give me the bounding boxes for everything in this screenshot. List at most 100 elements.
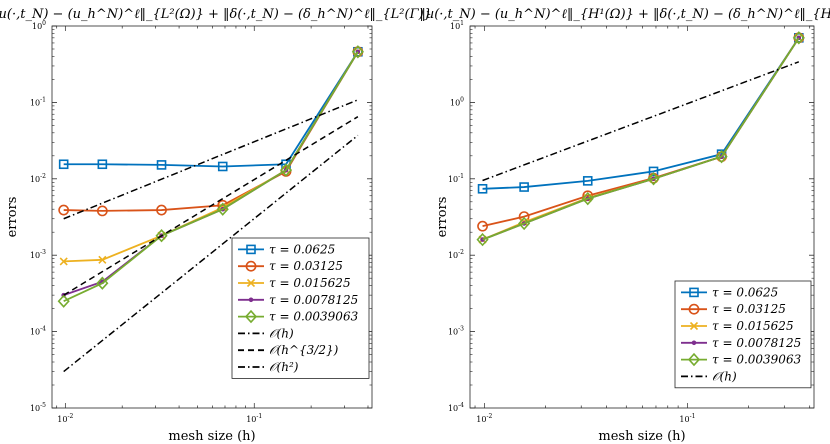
series [63,116,359,296]
y-tick-label: 10-4 [448,402,464,413]
y-tick-label: 10-5 [30,402,46,413]
series [63,99,359,220]
y-tick-exponent: 1 [460,20,464,27]
series-line [63,116,359,296]
y-tick-label: 10-3 [448,326,464,337]
series-line [63,134,359,373]
chart-title-left: ‖u(·,t_N) − (u_h^N)^ℓ‖_{L²(Ω)} + ‖δ(·,t_… [0,7,432,22]
legend-label: 𝒪(h) [712,369,737,383]
legend-entry: τ = 0.0625 [238,242,335,256]
legend-label: 𝒪(h²) [269,360,299,374]
series-line [63,51,359,303]
marker-square [217,161,228,172]
y-tick-label: 10-1 [30,96,46,107]
y-tick-exponent: -2 [458,249,464,256]
y-tick-exponent: -1 [40,96,46,103]
legend-label: τ = 0.0625 [712,285,778,299]
x-tick-exponent: -1 [690,413,696,420]
legend-entry: 𝒪(h²) [238,360,299,374]
y-tick-label: 101 [450,20,464,31]
marker-x-stroke [98,255,107,264]
marker-x [689,321,699,331]
legend-label: τ = 0.015625 [712,319,794,333]
marker-circle [156,204,167,216]
x-tick-label: 10-1 [679,413,695,424]
y-tick-label: 10-4 [30,326,46,337]
series [63,134,359,373]
y-tick-exponent: -1 [458,173,464,180]
chart-right: ‖u(·,t_N) − (u_h^N)^ℓ‖_{H¹(Ω)} + ‖δ(·,t_… [419,7,830,444]
x-tick-label: 10-2 [476,413,492,424]
legend-entry: τ = 0.0039063 [238,310,359,324]
marker-square [97,159,108,170]
y-tick-label: 100 [450,96,464,107]
legend-entry: τ = 0.03125 [238,259,343,273]
marker-square [519,182,529,192]
legend-label: τ = 0.03125 [712,302,786,316]
series [477,33,804,194]
legend-entry: τ = 0.0039063 [681,353,802,367]
marker-diamond [96,276,109,290]
marker-diamond [351,45,364,59]
legend-label: 𝒪(h) [269,326,294,340]
marker-circle [477,220,488,232]
series-line [63,51,359,168]
legend-label: τ = 0.0078125 [712,336,801,350]
legend-entry: τ = 0.0078125 [681,336,801,350]
marker-diamond [244,309,258,324]
marker-square [246,244,256,255]
legend-entry: 𝒪(h) [238,326,294,340]
x-tick-exponent: -2 [486,413,492,420]
y-tick-exponent: -2 [40,173,46,180]
marker-x-stroke [59,257,68,266]
marker-diamond [57,294,70,308]
y-tick-exponent: 0 [460,96,464,103]
legend-left: τ = 0.0625 τ = 0.03125 τ = 0.015625 τ = 0.0… [231,237,370,379]
marker-square [689,287,699,298]
x-tick-exponent: -2 [67,413,73,420]
marker-circle [96,205,108,217]
marker-x-stroke [689,321,699,331]
legend-entry: 𝒪(h) [681,369,737,383]
legend-label: τ = 0.0039063 [269,310,359,324]
y-axis-label-left: errors [5,197,20,238]
legend-right: τ = 0.0625 τ = 0.03125 τ = 0.015625 τ = 0.0… [674,280,812,389]
marker-diamond [518,216,531,231]
y-tick-exponent: -4 [458,402,464,409]
legend-label: τ = 0.03125 [269,259,343,273]
x-axis-label-left: mesh size (h) [168,429,255,444]
legend-label: τ = 0.0625 [269,242,335,256]
marker-diamond [647,172,660,186]
series [482,61,800,182]
marker-x-stroke [246,278,256,288]
legend-entry: τ = 0.0625 [681,285,778,299]
series [476,31,805,247]
y-tick-label: 10-3 [30,249,46,260]
y-tick-exponent: -4 [40,326,46,333]
y-tick-label: 10-2 [30,173,46,184]
legend-label: τ = 0.0039063 [712,353,802,367]
y-tick-exponent: -3 [458,326,464,333]
chart-left: ‖u(·,t_N) − (u_h^N)^ℓ‖_{L²(Ω)} + ‖δ(·,t_… [0,7,432,444]
series-line [63,99,359,220]
x-axis-label-right: mesh size (h) [598,429,685,444]
marker-circle [688,303,700,315]
marker-diamond [715,149,728,164]
series-line [482,37,800,190]
marker-square [156,160,167,170]
legend-entry: τ = 0.0078125 [238,293,358,307]
marker-diamond [216,202,229,216]
series [57,45,364,308]
legend-entry: τ = 0.015625 [681,319,794,333]
legend-entry: τ = 0.03125 [681,302,786,316]
y-tick-label: 100 [32,20,46,31]
marker-dot [691,340,697,346]
chart-title-right: ‖u(·,t_N) − (u_h^N)^ℓ‖_{H¹(Ω)} + ‖δ(·,t_… [419,7,830,22]
series-line [482,37,800,241]
marker-square [58,159,69,170]
marker-circle [245,260,257,272]
marker-diamond [687,352,701,367]
y-tick-exponent: -5 [40,402,46,409]
y-tick-label: 10-1 [448,173,464,184]
